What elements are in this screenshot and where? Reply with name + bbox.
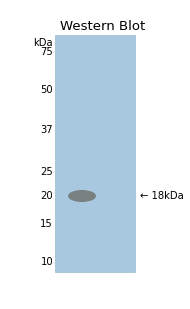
Text: 15: 15	[40, 219, 53, 229]
Text: 75: 75	[40, 47, 53, 57]
Text: 25: 25	[40, 167, 53, 177]
Text: kDa: kDa	[33, 38, 53, 48]
Text: Western Blot: Western Blot	[60, 20, 146, 33]
Text: 37: 37	[40, 125, 53, 135]
Text: 10: 10	[40, 257, 53, 267]
Text: 20: 20	[40, 191, 53, 201]
Text: 50: 50	[40, 85, 53, 95]
Bar	[55, 35, 135, 272]
Ellipse shape	[68, 190, 96, 202]
Text: ← 18kDa: ← 18kDa	[140, 191, 184, 201]
